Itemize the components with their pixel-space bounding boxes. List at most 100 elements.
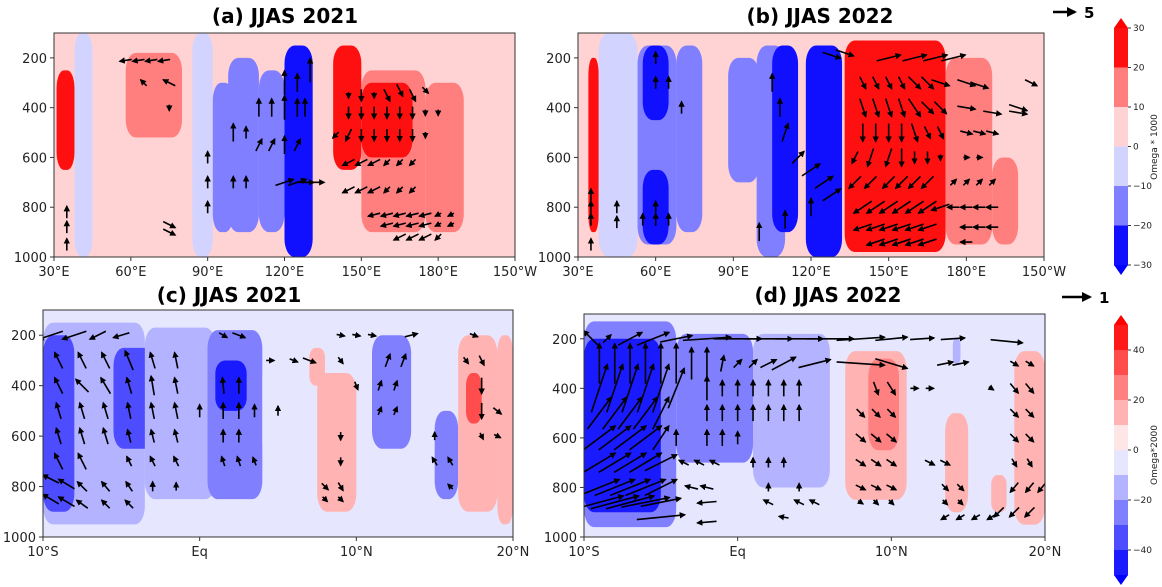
wind-vector <box>446 220 455 227</box>
wind-vector <box>855 458 867 467</box>
wind-vector <box>808 499 820 506</box>
contour-region <box>228 57 259 233</box>
wind-vector <box>852 223 873 232</box>
contour-region <box>772 45 799 233</box>
colorbar-segment <box>1114 400 1128 426</box>
wind-vector <box>923 53 949 62</box>
wind-vector <box>822 51 842 60</box>
colorbar-extend-top <box>1114 18 1128 28</box>
wind-vector <box>636 512 687 521</box>
wind-vector <box>590 363 609 413</box>
wind-vector <box>986 129 1000 136</box>
wind-vector <box>891 223 911 232</box>
wind-vector <box>677 459 690 466</box>
panel-b-title: (b) JJAS 2022 <box>746 4 894 28</box>
wind-vector <box>886 433 898 443</box>
wind-vector <box>126 455 133 467</box>
wind-vector <box>865 223 885 232</box>
wind-vector <box>933 101 948 115</box>
wind-vector <box>267 137 276 152</box>
wind-vector <box>341 158 355 167</box>
x-tick-label: Eq <box>729 545 745 560</box>
x-tick-label: 90°E <box>718 265 749 280</box>
wind-vector <box>923 126 932 140</box>
contour-region <box>805 45 843 257</box>
wind-vector <box>988 178 997 186</box>
contour-region <box>258 70 285 233</box>
contour-region <box>497 335 513 525</box>
wind-vector <box>584 425 617 451</box>
wind-vector <box>760 358 778 369</box>
contour-region <box>333 45 362 170</box>
wind-vector <box>904 223 924 232</box>
wind-vector <box>321 495 329 503</box>
wind-vector <box>598 425 632 451</box>
contour-region <box>309 347 325 386</box>
wind-vector <box>100 376 112 395</box>
wind-vector <box>856 408 866 419</box>
wind-vector <box>1011 458 1018 468</box>
wind-vector <box>987 384 995 391</box>
colorbar-segment <box>1114 225 1128 266</box>
colorbar-segment <box>1114 350 1128 376</box>
wind-vectors <box>43 330 503 509</box>
wind-vector <box>54 426 62 445</box>
wind-vector <box>613 452 648 473</box>
wind-vector <box>125 376 133 394</box>
wind-vector <box>771 356 797 371</box>
wind-vector <box>644 478 678 497</box>
wind-vector <box>336 331 346 339</box>
y-tick-label: 400 <box>11 380 36 395</box>
contour-region <box>317 373 357 512</box>
reference-vector-label: 5 <box>1084 4 1094 22</box>
wind-vector <box>1009 482 1019 494</box>
wind-vector <box>148 351 156 369</box>
wind-vector <box>337 482 344 492</box>
wind-vector <box>941 498 949 506</box>
wind-vector <box>870 433 882 443</box>
wind-vector <box>733 358 743 369</box>
wind-vector <box>602 333 612 344</box>
y-tick-label: 1000 <box>538 251 571 266</box>
wind-vector <box>405 211 419 219</box>
wind-vector <box>628 425 663 451</box>
wind-vector <box>408 186 417 194</box>
reference-vector-1: 5 <box>1053 4 1094 22</box>
wind-vector <box>405 233 419 241</box>
contour-region <box>56 70 75 170</box>
wind-vector <box>148 374 156 396</box>
wind-vector <box>478 432 484 441</box>
wind-vector <box>636 363 655 413</box>
wind-vector <box>791 150 805 165</box>
wind-vector <box>920 76 935 90</box>
wind-vector <box>598 452 632 473</box>
wind-vector <box>418 221 432 229</box>
wind-vectors <box>587 49 1039 251</box>
wind-vector <box>875 357 909 370</box>
colorbar-segment <box>1114 146 1128 187</box>
wind-vector <box>172 376 179 394</box>
wind-vector <box>962 178 971 186</box>
reference-vector-label: 1 <box>1099 289 1109 307</box>
x-tick-label: 30°E <box>562 265 593 280</box>
colorbar-extend-bottom <box>1114 575 1128 585</box>
wind-vector <box>383 158 391 167</box>
colorbar-label: Omega*2000 <box>1150 425 1160 485</box>
wind-vector <box>408 88 417 103</box>
wind-vector <box>118 57 132 64</box>
wind-vector <box>855 484 867 491</box>
wind-vector <box>836 361 886 369</box>
y-tick-label: 1000 <box>14 251 47 266</box>
colorbar-segment <box>1114 67 1128 108</box>
wind-vector <box>418 233 432 241</box>
wind-vector <box>878 238 898 247</box>
wind-vector <box>907 76 922 90</box>
wind-vector <box>101 426 109 445</box>
colorbar-tick-label: 0 <box>1133 143 1139 153</box>
colorbar-2: 40 20 0 −20 −40 Omega*2000 <box>1114 315 1160 585</box>
wind-vector <box>871 408 881 419</box>
wind-vector <box>970 514 981 521</box>
wind-vector <box>863 175 878 190</box>
wind-vector <box>960 129 974 136</box>
